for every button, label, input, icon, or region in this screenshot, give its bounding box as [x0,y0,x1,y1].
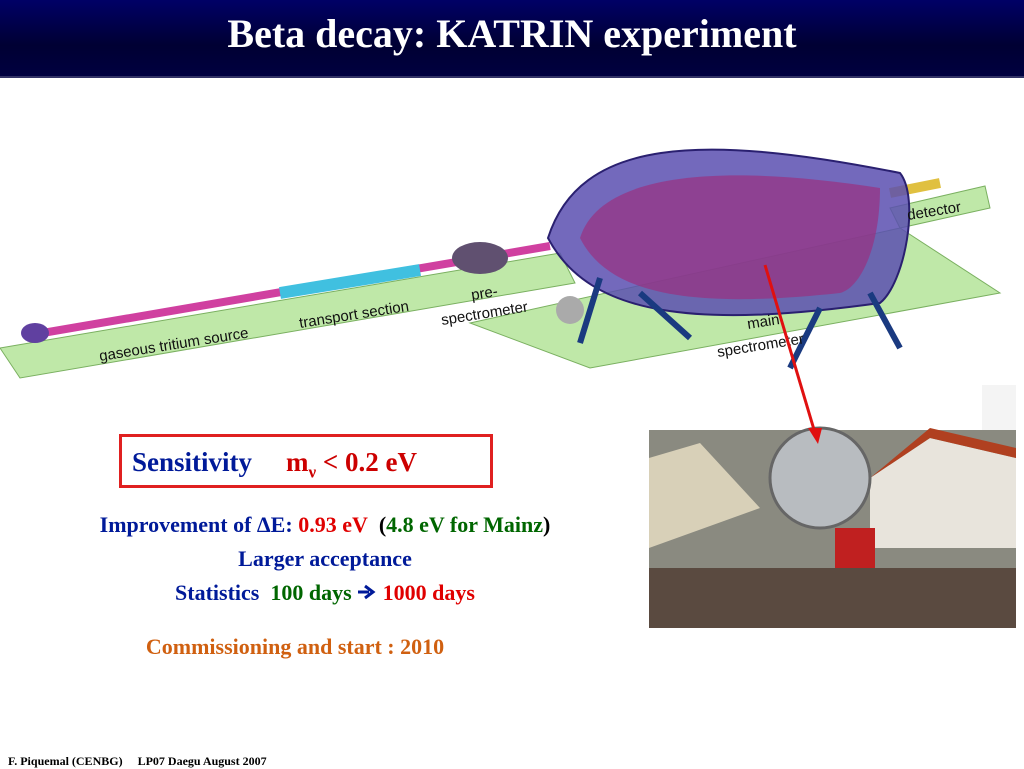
text: F. Piquemal (CENBG) [8,754,123,768]
transport-tube [279,264,421,299]
statistics: Statistics 100 days 1000 days [0,580,650,606]
commissioning: Commissioning and start : 2010 [145,634,445,659]
main-spectrometer [546,148,911,370]
label-main: main [746,311,781,333]
text: ν [308,462,317,482]
pre-spectrometer [452,242,508,274]
arrow-head [808,428,822,444]
text: 1000 days [382,580,475,605]
text: 4.8 eV for Mainz [386,512,543,537]
text: LP07 Daegu August 2007 [137,754,267,768]
platform [0,252,576,379]
label-pre: pre- [470,283,499,304]
photo-corner [982,385,1016,431]
improvement: Improvement of ΔE: 0.93 eV (4.8 eV for M… [0,512,650,538]
acceptance: Larger acceptance [238,546,412,571]
arrow-icon [358,584,376,600]
text: ) [543,512,551,537]
footer: F. Piquemal (CENBG) LP07 Daegu August 20… [8,754,267,769]
text: ΔE: [256,512,299,537]
text: Statistics [175,580,260,605]
text: m [286,447,309,477]
text: 0.93 eV [298,512,368,537]
katrin-diagram: gaseous tritium source transport section… [0,148,1016,628]
photo [649,426,1016,628]
text: Sensitivity [132,447,253,477]
sensitivity-box: Sensitivity mν < 0.2 eV [119,434,493,488]
arrow [763,264,817,434]
text: 100 days [270,580,352,605]
text: Improvement of [99,512,257,537]
title-bar [0,0,1024,78]
text: ( [378,512,387,537]
text: mν [286,447,316,481]
slide-title: Beta decay: KATRIN experiment [227,11,797,56]
source-end [21,323,49,343]
text: < 0.2 eV [322,447,417,477]
